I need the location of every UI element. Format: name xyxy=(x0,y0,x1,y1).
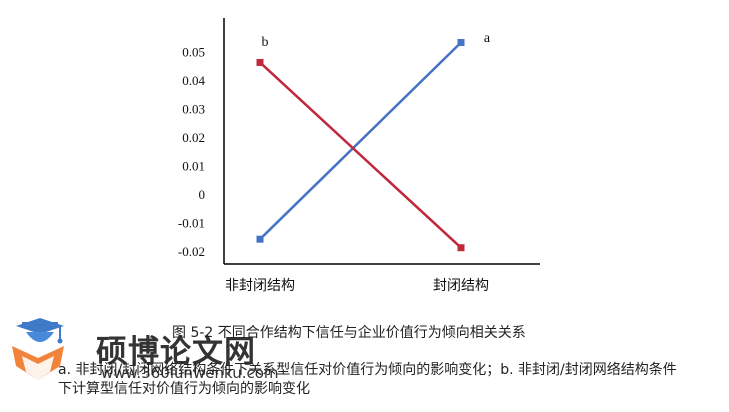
figure-caption: 图 5-2 不同合作结构下信任与企业价值行为倾向相关关系 xyxy=(172,325,526,341)
y-tick-labels: 0.05 0.04 0.03 0.02 0.01 0 -0.01 -0.02 xyxy=(178,45,206,260)
y-tick-label: -0.02 xyxy=(178,244,205,259)
series-line-b xyxy=(259,61,462,249)
y-tick-label: 0.04 xyxy=(182,73,205,88)
watermark-url: www.360lunwenku.com xyxy=(101,364,279,382)
watermark-brand: 硕博论文网 xyxy=(96,334,256,370)
figure-note: a. 非封闭/封闭网络结构条件下关系型信任对价值行为倾向的影响变化；b. 非封闭… xyxy=(58,362,677,397)
x-tick-labels: 非封闭结构 封闭结构 xyxy=(225,278,489,294)
x-tick-label: 非封闭结构 xyxy=(225,278,295,294)
watermark-logo: 硕博论文网 www.360lunwenku.com xyxy=(8,318,279,388)
y-tick-label: 0.01 xyxy=(182,159,205,174)
y-tick-label: 0.03 xyxy=(182,102,205,117)
chart-axes xyxy=(223,18,540,265)
data-point-b xyxy=(457,244,465,252)
series-label-b: b xyxy=(262,35,269,50)
x-tick-label: 封闭结构 xyxy=(433,278,489,294)
y-tick-label: -0.01 xyxy=(178,216,205,231)
data-point-a xyxy=(256,235,264,243)
series-lines: ab xyxy=(256,31,491,252)
y-tick-label: 0 xyxy=(199,187,206,202)
series-label-a: a xyxy=(484,31,491,46)
data-point-b xyxy=(256,58,264,66)
series-line-a xyxy=(259,41,462,241)
line-chart: 0.05 0.04 0.03 0.02 0.01 0 -0.01 -0.02 非封闭结构 封闭结… xyxy=(178,18,540,294)
y-tick-label: 0.05 xyxy=(182,45,205,60)
data-point-a xyxy=(457,39,465,47)
y-tick-label: 0.02 xyxy=(182,130,205,145)
graduation-cap-book-icon xyxy=(12,318,64,380)
